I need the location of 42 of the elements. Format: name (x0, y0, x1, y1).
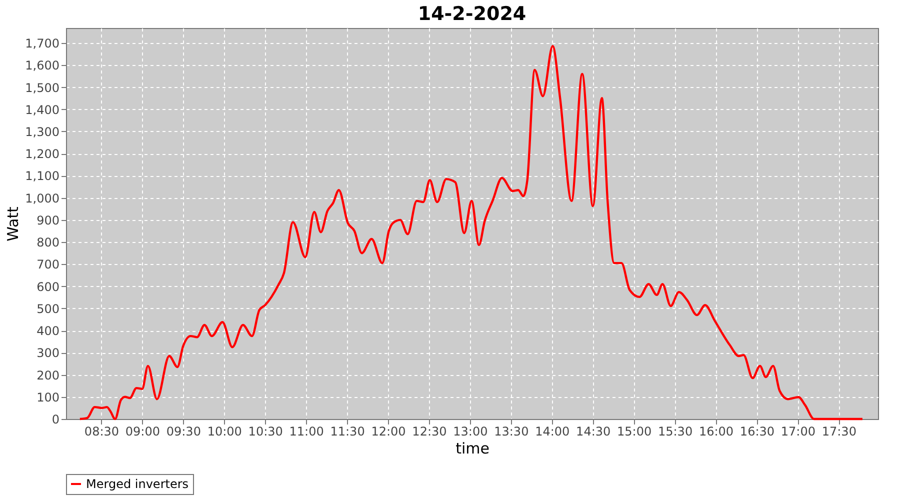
y-tick-label: 400 (36, 324, 60, 338)
x-tick-label: 12:30 (412, 424, 447, 438)
y-tick-label: 1,500 (25, 80, 60, 95)
x-tick-label: 10:00 (207, 424, 242, 438)
x-tick-label: 09:00 (125, 424, 160, 438)
x-tick-label: 15:00 (617, 424, 652, 438)
x-tick-label: 11:30 (330, 424, 365, 438)
y-tick-label: 1,000 (25, 191, 60, 206)
y-tick-label: 0 (52, 412, 60, 426)
x-tick-label: 09:30 (166, 424, 201, 438)
y-tick-label: 800 (36, 236, 60, 250)
y-tick-label: 1,600 (25, 58, 60, 73)
x-tick-label: 16:30 (740, 424, 775, 438)
y-tick-label: 1,100 (25, 169, 60, 184)
x-tick-label: 16:00 (698, 424, 734, 438)
y-tick-label: 700 (36, 258, 60, 272)
x-tick-label: 14:30 (576, 424, 611, 438)
x-tick-label: 10:30 (248, 424, 283, 438)
y-axis-title: Watt (4, 206, 22, 242)
legend-label: Merged inverters (86, 477, 189, 491)
x-tick-label: 14:00 (535, 424, 570, 438)
x-tick-label: 08:30 (84, 424, 120, 438)
x-tick-label: 17:00 (780, 424, 816, 438)
x-tick-label: 13:30 (494, 424, 529, 438)
y-tick-label: 600 (36, 280, 60, 294)
y-tick-label: 300 (36, 346, 60, 360)
y-tick-label: 1,200 (25, 147, 60, 162)
y-tick-label: 500 (36, 302, 60, 316)
x-tick-label: 13:00 (453, 424, 488, 438)
y-tick-label: 1,300 (25, 125, 60, 139)
line-series (78, 45, 864, 420)
y-tick-label: 1,700 (25, 36, 60, 51)
x-tick-label: 15:30 (658, 424, 693, 438)
y-tick-label: 200 (36, 368, 60, 382)
x-tick-label: 11:00 (289, 424, 324, 438)
x-axis-title: time (456, 440, 490, 458)
x-tick-label: 17:30 (822, 424, 856, 438)
y-tick-label: 900 (36, 213, 60, 228)
chart-title: 14-2-2024 (418, 3, 526, 25)
y-tick-label: 1,400 (25, 102, 60, 117)
x-tick-label: 12:00 (371, 424, 406, 438)
y-tick-label: 100 (36, 390, 60, 404)
